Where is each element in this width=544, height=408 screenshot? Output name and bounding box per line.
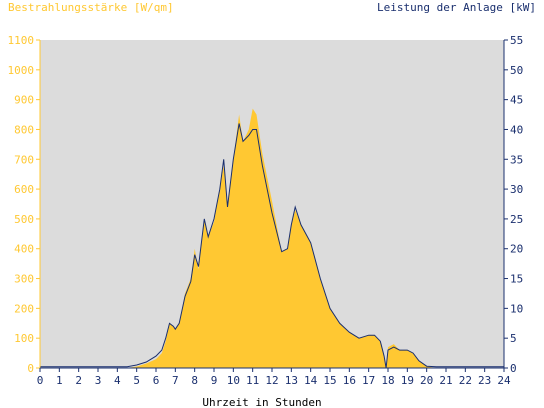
x-tick-label: 14 [304,374,318,387]
right-axis-title: Leistung der Anlage [kW] [377,1,536,14]
right-tick-label: 50 [510,64,523,77]
x-tick-label: 17 [362,374,375,387]
x-tick-label: 24 [497,374,511,387]
x-tick-label: 1 [56,374,63,387]
x-tick-label: 11 [246,374,259,387]
left-tick-label: 700 [14,153,34,166]
x-tick-label: 0 [37,374,44,387]
left-tick-label: 800 [14,123,34,136]
x-tick-label: 7 [172,374,179,387]
irradiance-area [40,108,504,368]
right-tick-label: 10 [510,302,523,315]
right-tick-label: 45 [510,94,523,107]
right-tick-label: 55 [510,34,523,47]
power-line [40,123,504,369]
x-tick-label: 13 [285,374,298,387]
right-tick-label: 35 [510,153,523,166]
x-tick-label: 3 [95,374,102,387]
right-tick-label: 25 [510,213,523,226]
x-tick-label: 8 [191,374,198,387]
left-tick-label: 1100 [8,34,35,47]
right-tick-label: 40 [510,123,523,136]
right-tick-label: 0 [510,362,517,375]
x-tick-label: 22 [459,374,472,387]
left-tick-label: 900 [14,94,34,107]
x-tick-label: 18 [381,374,394,387]
left-tick-label: 600 [14,183,34,196]
right-tick-label: 20 [510,243,523,256]
x-tick-label: 10 [227,374,240,387]
left-tick-label: 500 [14,213,34,226]
right-tick-label: 15 [510,273,523,286]
right-tick-label: 5 [510,332,517,345]
x-tick-label: 5 [133,374,140,387]
x-tick-label: 20 [420,374,433,387]
left-tick-label: 200 [14,302,34,315]
x-tick-label: 6 [153,374,160,387]
left-tick-label: 100 [14,332,34,345]
x-tick-label: 4 [114,374,121,387]
x-axis-title: Uhrzeit in Stunden [202,396,321,408]
left-tick-label: 1000 [8,64,35,77]
right-tick-label: 30 [510,183,523,196]
x-tick-label: 12 [265,374,278,387]
left-tick-label: 0 [27,362,34,375]
left-tick-label: 400 [14,243,34,256]
left-axis-title: Bestrahlungsstärke [W/qm] [8,1,174,14]
x-tick-label: 2 [75,374,82,387]
x-tick-label: 21 [439,374,452,387]
left-tick-label: 300 [14,273,34,286]
x-tick-label: 16 [343,374,356,387]
x-tick-label: 9 [211,374,218,387]
x-tick-label: 19 [401,374,414,387]
x-tick-label: 23 [478,374,491,387]
x-tick-label: 15 [323,374,336,387]
